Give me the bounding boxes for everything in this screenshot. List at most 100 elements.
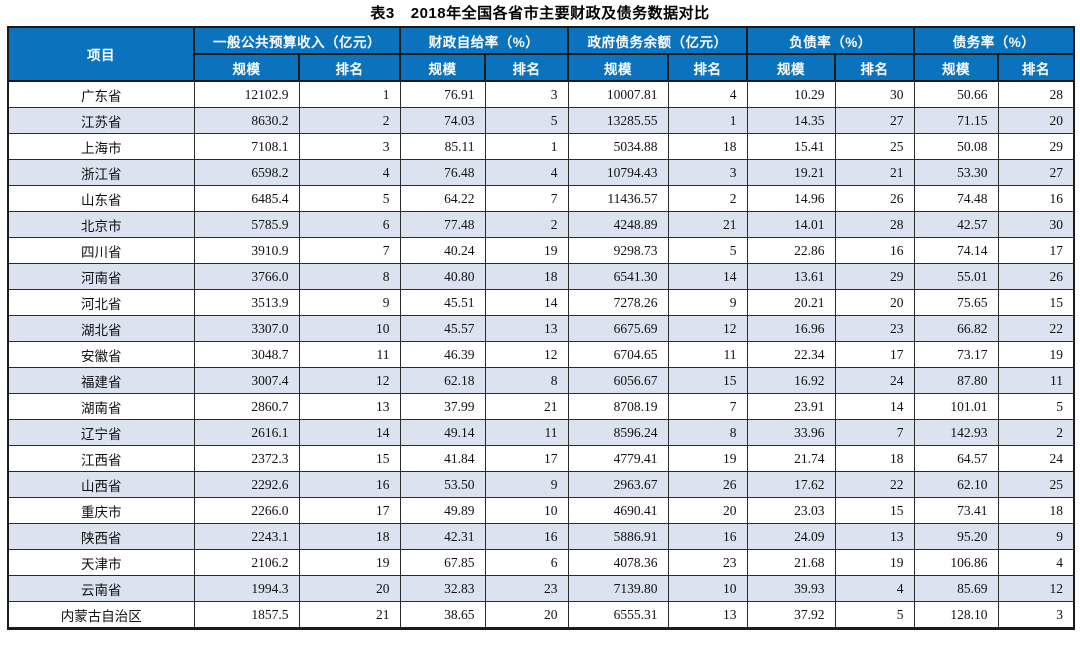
- scale-value-cell: 7139.80: [567, 575, 669, 602]
- rank-value-cell: 2: [997, 419, 1075, 446]
- scale-value-cell: 50.66: [913, 80, 999, 108]
- scale-value-cell: 3513.9: [193, 289, 300, 316]
- col-group-liability-ratio: 负债率（%）: [746, 26, 916, 55]
- scale-value-cell: 39.93: [746, 575, 836, 602]
- scale-value-cell: 128.10: [913, 601, 999, 629]
- table-row: 上海市 7108.1 3 85.11 1 5034.88 18 15.41 25 50.08 29: [7, 133, 1075, 160]
- rank-value-cell: 4: [484, 159, 569, 186]
- province-name-cell: 福建省: [7, 367, 195, 394]
- scale-value-cell: 13.61: [746, 263, 836, 290]
- col-subheader-scale: 规模: [193, 53, 300, 82]
- province-name-cell: 河北省: [7, 289, 195, 316]
- scale-value-cell: 21.68: [746, 549, 836, 576]
- province-name-cell: 河南省: [7, 263, 195, 290]
- scale-value-cell: 64.22: [399, 185, 486, 212]
- rank-value-cell: 4: [298, 159, 401, 186]
- scale-value-cell: 20.21: [746, 289, 836, 316]
- rank-value-cell: 5: [997, 393, 1075, 420]
- rank-value-cell: 12: [484, 341, 569, 368]
- rank-value-cell: 16: [667, 523, 748, 550]
- scale-value-cell: 64.57: [913, 445, 999, 472]
- rank-value-cell: 23: [834, 315, 915, 342]
- scale-value-cell: 9298.73: [567, 237, 669, 264]
- rank-value-cell: 30: [997, 211, 1075, 238]
- province-name-cell: 天津市: [7, 549, 195, 576]
- rank-value-cell: 21: [484, 393, 569, 420]
- scale-value-cell: 74.48: [913, 185, 999, 212]
- scale-value-cell: 73.17: [913, 341, 999, 368]
- scale-value-cell: 3007.4: [193, 367, 300, 394]
- rank-value-cell: 24: [997, 445, 1075, 472]
- province-name-cell: 广东省: [7, 80, 195, 108]
- scale-value-cell: 74.14: [913, 237, 999, 264]
- scale-value-cell: 75.65: [913, 289, 999, 316]
- scale-value-cell: 101.01: [913, 393, 999, 420]
- header-sub-row: 规模 排名 规模 排名 规模 排名 规模 排名 规模 排名: [8, 53, 1076, 82]
- scale-value-cell: 2292.6: [193, 471, 300, 498]
- scale-value-cell: 2963.67: [567, 471, 669, 498]
- rank-value-cell: 23: [484, 575, 569, 602]
- rank-value-cell: 22: [997, 315, 1075, 342]
- scale-value-cell: 45.57: [399, 315, 486, 342]
- rank-value-cell: 13: [667, 601, 748, 629]
- table-row: 安徽省 3048.7 11 46.39 12 6704.65 11 22.34 17 73.17 1…: [7, 341, 1075, 368]
- scale-value-cell: 3766.0: [193, 263, 300, 290]
- table-row: 江西省 2372.3 15 41.84 17 4779.41 19 21.74 18 64.57 2…: [7, 445, 1075, 472]
- scale-value-cell: 41.84: [399, 445, 486, 472]
- rank-value-cell: 7: [834, 419, 915, 446]
- scale-value-cell: 76.48: [399, 159, 486, 186]
- table-row: 福建省 3007.4 12 62.18 8 6056.67 15 16.92 24 87.80 11: [7, 367, 1075, 394]
- table-row: 陕西省 2243.1 18 42.31 16 5886.91 16 24.09 13 95.20 9: [7, 523, 1075, 550]
- scale-value-cell: 1857.5: [193, 601, 300, 629]
- rank-value-cell: 4: [667, 80, 748, 108]
- scale-value-cell: 8708.19: [567, 393, 669, 420]
- province-name-cell: 江西省: [7, 445, 195, 472]
- scale-value-cell: 8630.2: [193, 107, 300, 134]
- scale-value-cell: 40.80: [399, 263, 486, 290]
- scale-value-cell: 14.01: [746, 211, 836, 238]
- province-name-cell: 湖北省: [7, 315, 195, 342]
- scale-value-cell: 76.91: [399, 80, 486, 108]
- scale-value-cell: 55.01: [913, 263, 999, 290]
- rank-value-cell: 7: [484, 185, 569, 212]
- province-name-cell: 山东省: [7, 185, 195, 212]
- table-row: 江苏省 8630.2 2 74.03 5 13285.55 1 14.35 27 71.15 20: [7, 107, 1075, 134]
- table-row: 广东省 12102.9 1 76.91 3 10007.81 4 10.29 30 50.66 28: [7, 80, 1075, 108]
- scale-value-cell: 46.39: [399, 341, 486, 368]
- scale-value-cell: 3910.9: [193, 237, 300, 264]
- table-row: 湖南省 2860.7 13 37.99 21 8708.19 7 23.91 14 101.01 5: [7, 393, 1075, 420]
- rank-value-cell: 25: [834, 133, 915, 160]
- scale-value-cell: 6555.31: [567, 601, 669, 629]
- col-subheader-rank: 排名: [834, 53, 916, 82]
- rank-value-cell: 5: [834, 601, 915, 629]
- rank-value-cell: 14: [667, 263, 748, 290]
- col-subheader-rank: 排名: [483, 53, 570, 82]
- rank-value-cell: 21: [834, 159, 915, 186]
- scale-value-cell: 6485.4: [193, 185, 300, 212]
- scale-value-cell: 67.85: [399, 549, 486, 576]
- rank-value-cell: 21: [298, 601, 401, 629]
- scale-value-cell: 49.14: [399, 419, 486, 446]
- rank-value-cell: 11: [667, 341, 748, 368]
- scale-value-cell: 71.15: [913, 107, 999, 134]
- scale-value-cell: 4248.89: [567, 211, 669, 238]
- scale-value-cell: 19.21: [746, 159, 836, 186]
- rank-value-cell: 27: [997, 159, 1075, 186]
- scale-value-cell: 40.24: [399, 237, 486, 264]
- rank-value-cell: 26: [667, 471, 748, 498]
- rank-value-cell: 19: [298, 549, 401, 576]
- rank-value-cell: 28: [997, 80, 1075, 108]
- rank-value-cell: 19: [667, 445, 748, 472]
- table-row: 山西省 2292.6 16 53.50 9 2963.67 26 17.62 22 62.10 25: [7, 471, 1075, 498]
- rank-value-cell: 20: [484, 601, 569, 629]
- table-row: 四川省 3910.9 7 40.24 19 9298.73 5 22.86 16 74.14 17: [7, 237, 1075, 264]
- rank-value-cell: 20: [667, 497, 748, 524]
- rank-value-cell: 3: [997, 601, 1075, 629]
- table-row: 重庆市 2266.0 17 49.89 10 4690.41 20 23.03 15 73.41 1…: [7, 497, 1075, 524]
- rank-value-cell: 4: [997, 549, 1075, 576]
- scale-value-cell: 15.41: [746, 133, 836, 160]
- rank-value-cell: 16: [997, 185, 1075, 212]
- table-row: 山东省 6485.4 5 64.22 7 11436.57 2 14.96 26 74.48 16: [7, 185, 1075, 212]
- scale-value-cell: 2266.0: [193, 497, 300, 524]
